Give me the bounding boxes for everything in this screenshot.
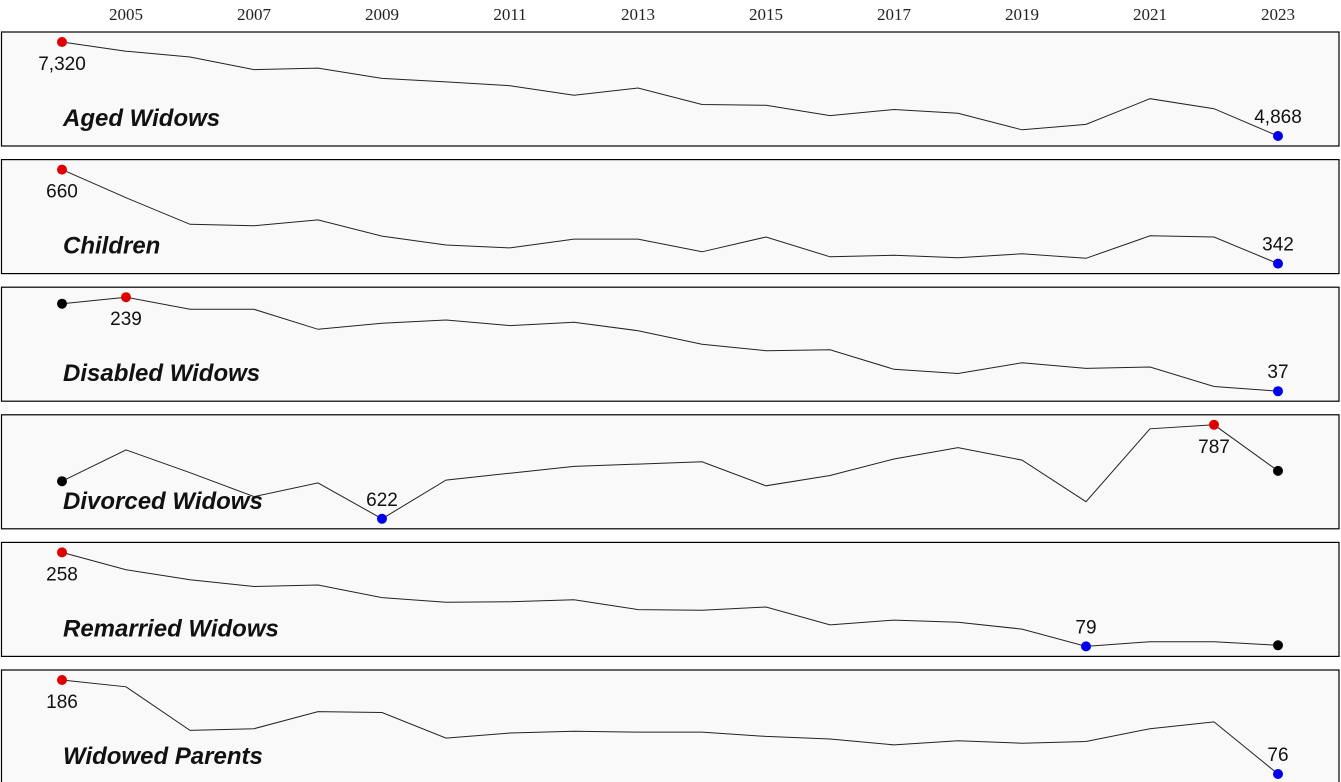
panel-children: Children 660 342 <box>0 159 1340 275</box>
marker-max-divorced-widows-2022 <box>1209 419 1219 430</box>
data-label-min-divorced-widows: 622 <box>366 490 398 511</box>
panel-frame-divorced-widows <box>0 414 1340 530</box>
marker-endpoint-divorced-widows-2004 <box>57 476 67 487</box>
panel-remarried-widows: Remarried Widows 258 79 <box>0 541 1340 658</box>
x-tick-label-2019: 2019 <box>1005 5 1039 24</box>
series-name-divorced-widows: Divorced Widows <box>63 488 263 515</box>
x-tick-label-2013: 2013 <box>621 5 655 24</box>
x-tick-label-2005: 2005 <box>109 5 143 24</box>
data-label-max-widowed-parents: 186 <box>46 692 78 713</box>
marker-min-widowed-parents-2023 <box>1273 769 1283 779</box>
panel-frame-remarried-widows <box>0 541 1340 658</box>
panel-disabled-widows: Disabled Widows 239 37 <box>0 286 1340 402</box>
panel-divorced-widows: Divorced Widows 787 622 <box>0 414 1340 530</box>
x-tick-label-2007: 2007 <box>237 5 272 24</box>
marker-min-remarried-widows-2020 <box>1081 641 1091 652</box>
data-label-min-children: 342 <box>1262 235 1294 256</box>
data-label-min-remarried-widows: 79 <box>1075 617 1096 638</box>
series-line-children <box>61 169 1279 265</box>
series-line-divorced-widows <box>61 424 1279 520</box>
panel-frame-aged-widows <box>0 31 1340 147</box>
series-name-aged-widows: Aged Widows <box>62 105 220 132</box>
panel-frame-children <box>0 159 1340 275</box>
x-tick-label-2023: 2023 <box>1261 5 1295 24</box>
panel-widowed-parents: Widowed Parents 186 76 <box>0 669 1340 782</box>
marker-max-children-2004 <box>57 164 67 175</box>
marker-min-children-2023 <box>1273 258 1283 269</box>
marker-endpoint-remarried-widows-2023 <box>1273 640 1283 651</box>
series-line-remarried-widows <box>61 551 1279 647</box>
x-tick-label-2011: 2011 <box>493 5 526 24</box>
panel-frame-widowed-parents <box>0 669 1340 782</box>
x-tick-label-2009: 2009 <box>365 5 399 24</box>
series-line-aged-widows <box>61 41 1279 137</box>
series-name-widowed-parents: Widowed Parents <box>63 743 263 770</box>
marker-min-divorced-widows-2009 <box>377 513 387 524</box>
data-label-max-remarried-widows: 258 <box>46 564 78 585</box>
data-label-min-disabled-widows: 37 <box>1267 362 1288 383</box>
marker-max-aged-widows-2004 <box>57 37 67 47</box>
marker-max-disabled-widows-2005 <box>121 292 131 303</box>
x-tick-label-2017: 2017 <box>877 5 912 24</box>
x-axis: 2005 2007 2009 2011 2013 2015 2017 2019 2021 2023 <box>109 5 1295 24</box>
series-line-widowed-parents <box>61 679 1279 775</box>
marker-endpoint-divorced-widows-2023 <box>1273 465 1283 476</box>
panel-aged-widows: Aged Widows 7,320 4,868 <box>0 31 1340 147</box>
series-name-remarried-widows: Remarried Widows <box>63 615 279 642</box>
panels: Aged Widows 7,320 4,868 Children 660 342 Disab… <box>0 31 1340 782</box>
marker-max-widowed-parents-2004 <box>57 675 67 685</box>
data-label-max-disabled-widows: 239 <box>110 309 142 330</box>
data-label-max-aged-widows: 7,320 <box>38 54 86 75</box>
panel-frame-disabled-widows <box>0 286 1340 402</box>
marker-min-disabled-widows-2023 <box>1273 386 1283 397</box>
series-line-disabled-widows <box>61 296 1279 392</box>
x-tick-label-2015: 2015 <box>749 5 783 24</box>
x-tick-label-2021: 2021 <box>1133 5 1167 24</box>
marker-min-aged-widows-2023 <box>1273 131 1283 141</box>
data-label-max-divorced-widows: 787 <box>1198 437 1230 458</box>
data-label-min-aged-widows: 4,868 <box>1254 107 1302 128</box>
series-name-disabled-widows: Disabled Widows <box>63 360 260 387</box>
data-label-max-children: 660 <box>46 182 78 203</box>
series-name-children: Children <box>63 233 160 260</box>
data-label-min-widowed-parents: 76 <box>1267 745 1288 766</box>
marker-max-remarried-widows-2004 <box>57 547 67 558</box>
marker-endpoint-disabled-widows-2004 <box>57 298 67 309</box>
